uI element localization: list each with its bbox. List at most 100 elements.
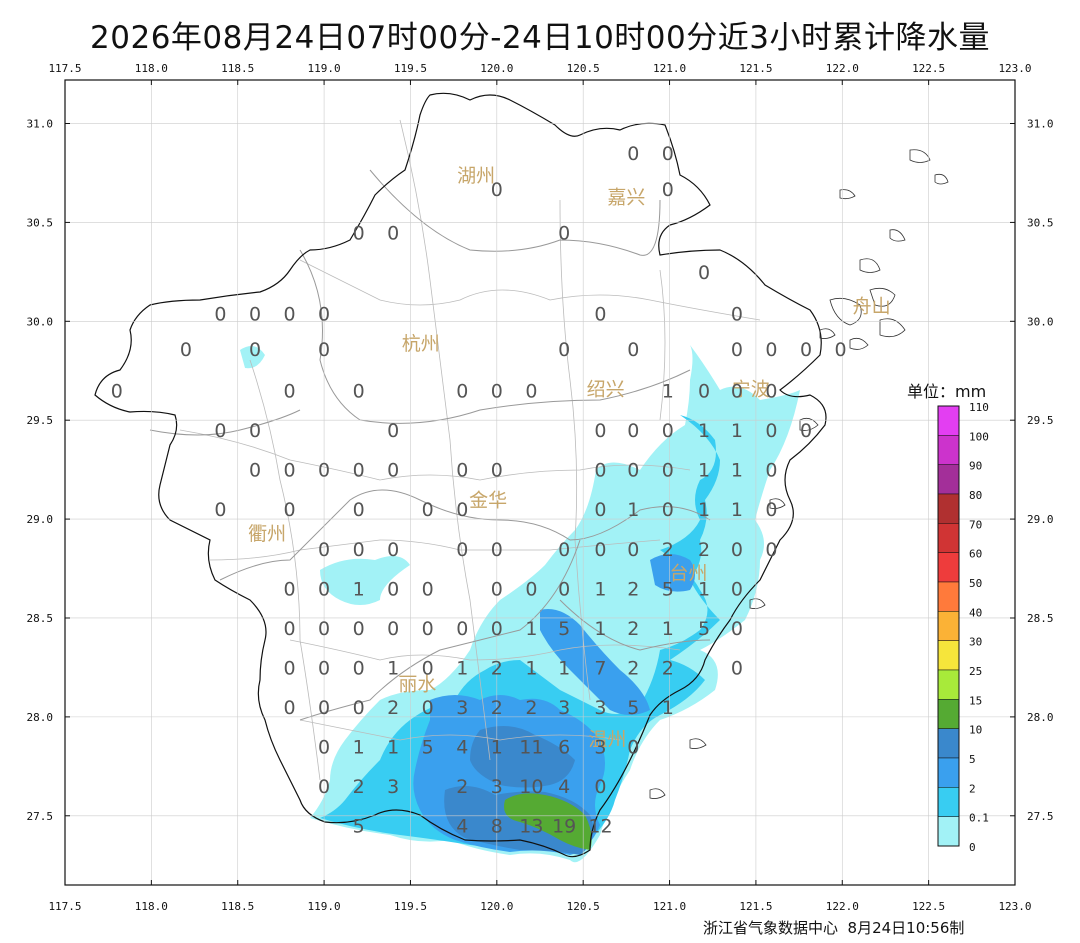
station-value: 0 bbox=[353, 697, 365, 719]
lon-tick-label-bottom: 122.5 bbox=[912, 900, 945, 913]
lat-lon-grid: 117.5 117.5 118.0 118.0 118.5 118.5 119.0 119.0… bbox=[27, 62, 1054, 913]
station-value: 5 bbox=[353, 816, 365, 838]
rain-area-light-north bbox=[240, 346, 265, 369]
station-value: 0 bbox=[387, 460, 399, 482]
legend-label: 40 bbox=[969, 606, 982, 619]
legend-swatch bbox=[937, 493, 960, 524]
station-value: 1 bbox=[698, 499, 710, 521]
station-value: 0 bbox=[283, 578, 295, 600]
lon-tick-label-top: 121.5 bbox=[739, 62, 772, 75]
station-value: 0 bbox=[353, 381, 365, 403]
station-value: 2 bbox=[525, 697, 537, 719]
station-value: 0 bbox=[594, 460, 606, 482]
legend-swatch bbox=[937, 787, 960, 817]
station-value: 0 bbox=[318, 303, 330, 325]
station-value: 2 bbox=[627, 657, 639, 679]
station-value: 2 bbox=[387, 697, 399, 719]
station-value: 6 bbox=[558, 737, 570, 759]
legend-label: 15 bbox=[969, 694, 982, 707]
lon-tick-label-top: 118.0 bbox=[135, 62, 168, 75]
station-value: 0 bbox=[387, 222, 399, 244]
station-value: 0 bbox=[765, 339, 777, 361]
lat-tick-label-left: 29.0 bbox=[27, 513, 54, 526]
legend-label: 90 bbox=[969, 460, 982, 473]
legend-label: 110 bbox=[969, 401, 989, 414]
station-value: 2 bbox=[353, 776, 365, 798]
station-value: 2 bbox=[627, 618, 639, 640]
station-value: 0 bbox=[662, 143, 674, 165]
station-value: 1 bbox=[627, 499, 639, 521]
station-value: 3 bbox=[387, 776, 399, 798]
station-value: 2 bbox=[491, 697, 503, 719]
station-value: 0 bbox=[558, 339, 570, 361]
station-value: 0 bbox=[491, 381, 503, 403]
station-value: 0 bbox=[318, 578, 330, 600]
station-value: 0 bbox=[318, 776, 330, 798]
station-value: 0 bbox=[387, 618, 399, 640]
lat-tick-label-left: 30.5 bbox=[27, 216, 54, 229]
legend-label: 100 bbox=[969, 430, 989, 443]
station-value: 0 bbox=[662, 420, 674, 442]
station-value: 0 bbox=[283, 303, 295, 325]
station-value: 0 bbox=[662, 499, 674, 521]
legend-label: 70 bbox=[969, 518, 982, 531]
lon-tick-label-bottom: 117.5 bbox=[48, 900, 81, 913]
lat-tick-label-right: 29.5 bbox=[1027, 414, 1054, 427]
station-value: 0 bbox=[214, 499, 226, 521]
station-value: 0 bbox=[111, 381, 123, 403]
station-value: 0 bbox=[180, 339, 192, 361]
lon-tick-label-top: 119.5 bbox=[394, 62, 427, 75]
station-value: 4 bbox=[558, 776, 570, 798]
station-value: 10 bbox=[519, 776, 543, 798]
legend-label: 10 bbox=[969, 724, 982, 737]
lat-tick-label-left: 30.0 bbox=[27, 315, 54, 328]
footer-credit: 浙江省气象数据中心 8月24日10:56制 bbox=[703, 919, 965, 937]
station-value: 0 bbox=[765, 460, 777, 482]
legend-swatch bbox=[937, 405, 960, 436]
station-value: 0 bbox=[387, 578, 399, 600]
station-value: 0 bbox=[594, 499, 606, 521]
station-value: 2 bbox=[456, 776, 468, 798]
station-value: 11 bbox=[519, 737, 543, 759]
legend-swatch bbox=[937, 435, 960, 465]
station-value: 0 bbox=[525, 381, 537, 403]
lon-tick-label-bottom: 120.0 bbox=[480, 900, 513, 913]
station-value: 0 bbox=[456, 460, 468, 482]
station-value: 0 bbox=[594, 776, 606, 798]
legend-label: 0 bbox=[969, 841, 976, 854]
station-value: 0 bbox=[491, 618, 503, 640]
lon-tick-label-bottom: 120.5 bbox=[567, 900, 600, 913]
station-value: 4 bbox=[456, 816, 468, 838]
station-value: 0 bbox=[353, 499, 365, 521]
station-value: 0 bbox=[594, 303, 606, 325]
city-label: 舟山 bbox=[853, 295, 891, 317]
station-value: 0 bbox=[627, 460, 639, 482]
map-title: 2026年08月24日07时00分-24日10时00分近3小时累计降水量 bbox=[90, 20, 990, 56]
station-value: 0 bbox=[594, 539, 606, 561]
station-value: 0 bbox=[558, 539, 570, 561]
station-value: 3 bbox=[594, 697, 606, 719]
station-value: 19 bbox=[552, 816, 576, 838]
station-value: 0 bbox=[422, 618, 434, 640]
station-value: 0 bbox=[387, 539, 399, 561]
lat-tick-label-left: 29.5 bbox=[27, 414, 54, 427]
station-value: 0 bbox=[456, 381, 468, 403]
station-value: 0 bbox=[353, 539, 365, 561]
station-value: 1 bbox=[558, 657, 570, 679]
station-value: 0 bbox=[353, 618, 365, 640]
map-frame bbox=[64, 79, 1016, 886]
lon-tick-label-bottom: 123.0 bbox=[998, 900, 1031, 913]
legend-label: 80 bbox=[969, 489, 982, 502]
station-value: 0 bbox=[214, 303, 226, 325]
station-value: 0 bbox=[387, 420, 399, 442]
station-value: 0 bbox=[765, 381, 777, 403]
city-label: 金华 bbox=[469, 489, 507, 511]
station-value: 0 bbox=[283, 657, 295, 679]
lat-tick-label-left: 31.0 bbox=[27, 118, 54, 131]
station-value: 0 bbox=[698, 262, 710, 284]
lon-tick-label-top: 119.0 bbox=[308, 62, 341, 75]
city-label: 温州 bbox=[588, 729, 626, 751]
city-boundaries bbox=[149, 169, 711, 721]
legend-swatch bbox=[937, 523, 960, 553]
